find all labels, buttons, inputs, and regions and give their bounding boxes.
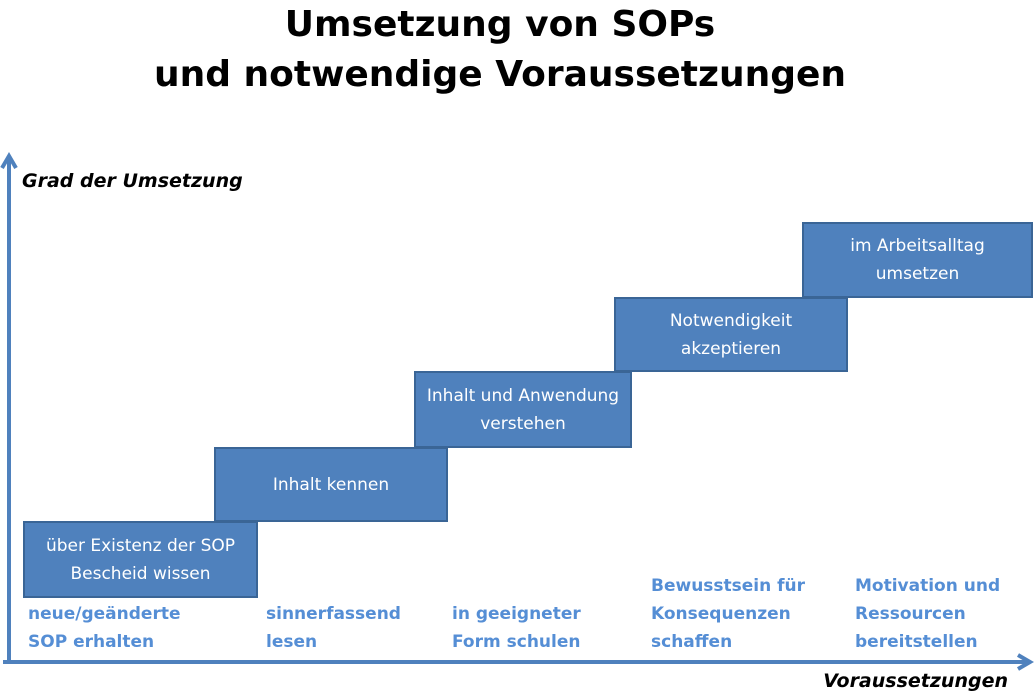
step-text: verstehen (480, 413, 566, 434)
prerequisite-4: Bewusstsein für Konsequenzen schaffen (651, 572, 805, 656)
step-text: umsetzen (875, 264, 960, 284)
prerequisite-1: neue/geänderte SOP erhalten (28, 600, 181, 656)
prereq-text: lesen (266, 632, 318, 652)
prereq-text: Bewusstsein für (651, 576, 806, 596)
step-text: Inhalt und Anwendung (426, 385, 620, 406)
y-axis-label: Grad der Umsetzung (22, 170, 243, 192)
prereq-text: SOP erhalten (28, 632, 155, 652)
prerequisite-2: sinnerfassend lesen (266, 600, 401, 656)
y-axis-arrow-icon (0, 152, 18, 170)
prereq-text: neue/geänderte (28, 604, 181, 624)
step-box-4: Notwendigkeit akzeptieren (614, 297, 848, 372)
prereq-text: sinnerfassend (266, 604, 401, 624)
title-line-1: Umsetzung von SOPs (284, 4, 716, 45)
prereq-text: bereitstellen (855, 632, 978, 652)
prerequisite-3: in geeigneter Form schulen (452, 600, 581, 656)
step-text: akzeptieren (680, 338, 782, 359)
prereq-text: Konsequenzen (651, 604, 791, 624)
step-text: Inhalt kennen (272, 474, 390, 495)
prereq-text: Ressourcen (855, 604, 966, 624)
x-axis-arrow-icon (1016, 653, 1034, 671)
prerequisite-5: Motivation und Ressourcen bereitstellen (855, 572, 1000, 656)
step-text: Bescheid wissen (70, 563, 211, 584)
title-line-2: und notwendige Voraussetzungen (153, 54, 847, 95)
step-box-2: Inhalt kennen (214, 447, 448, 522)
prereq-text: Motivation und (855, 576, 1001, 596)
step-text: über Existenz der SOP (45, 535, 236, 556)
step-text: im Arbeitsalltag (850, 236, 985, 256)
step-box-3: Inhalt und Anwendung verstehen (414, 371, 632, 448)
prereq-text: Form schulen (452, 632, 581, 652)
step-text: Notwendigkeit (669, 310, 793, 331)
prereq-text: in geeigneter (452, 604, 581, 624)
x-axis-label: Voraussetzungen (823, 670, 1008, 692)
prereq-text: schaffen (651, 632, 733, 652)
step-box-5: im Arbeitsalltag umsetzen (802, 222, 1033, 298)
step-box-1: über Existenz der SOP Bescheid wissen (23, 521, 258, 598)
